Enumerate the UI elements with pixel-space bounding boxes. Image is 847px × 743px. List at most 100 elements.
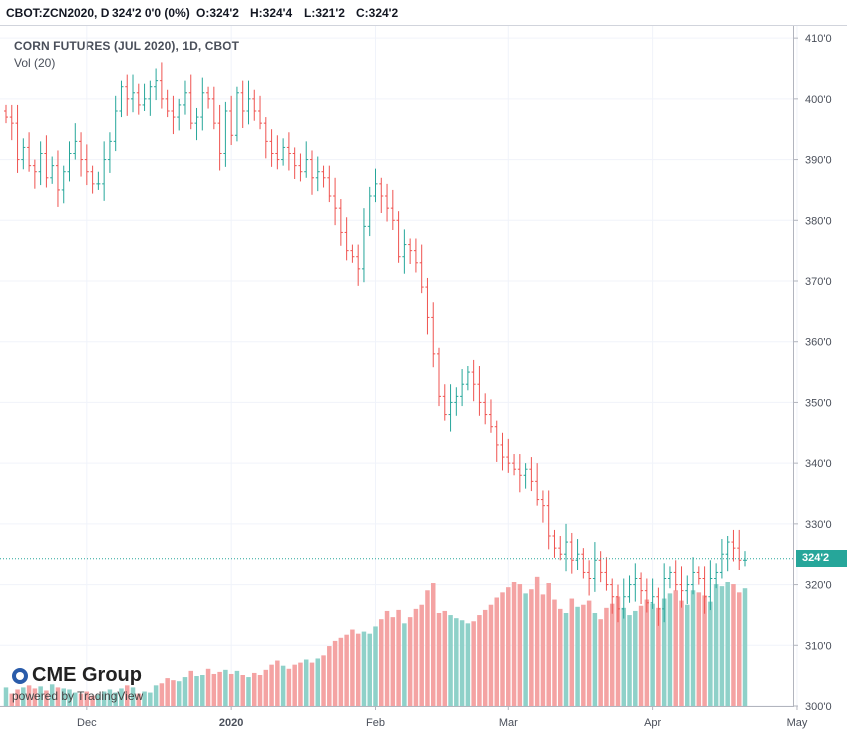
ohlc-bar xyxy=(206,86,211,109)
price-tick-label: 400'0 xyxy=(805,94,832,106)
ohlc-bar xyxy=(96,171,101,190)
legend-volume: Vol (20) xyxy=(14,56,56,70)
ohlc-bar xyxy=(385,183,390,222)
volume-bar xyxy=(234,670,240,706)
ohlc-bar xyxy=(119,80,124,118)
volume-bar xyxy=(96,694,101,706)
ohlc-bar xyxy=(27,132,32,172)
ohlc-bar xyxy=(32,159,37,189)
ohlc-bar xyxy=(517,454,522,493)
volume-bar xyxy=(627,615,632,706)
logo-text: CME Group xyxy=(32,664,142,686)
volume-bar xyxy=(517,584,523,706)
ohlc-bar xyxy=(15,104,20,173)
volume-bar xyxy=(379,619,384,706)
ohlc-bar xyxy=(73,123,78,160)
volume-bar xyxy=(592,613,598,706)
ohlc-bar xyxy=(419,244,424,294)
ohlc-bar xyxy=(408,238,413,264)
volume-bar xyxy=(15,689,20,706)
volume-bar xyxy=(44,690,49,706)
volume-bar xyxy=(211,673,217,706)
ohlc-bar xyxy=(575,539,580,570)
ohlc-bar xyxy=(477,366,482,416)
volume-bar xyxy=(350,629,355,706)
volume-bar xyxy=(402,623,407,706)
volume-bar xyxy=(367,633,372,706)
ohlc-bar xyxy=(240,80,245,128)
volume-bar xyxy=(130,687,136,706)
ohlc-bar xyxy=(546,490,551,550)
ohlc-bar xyxy=(113,95,118,152)
ohlc-bar xyxy=(402,229,407,274)
volume-bar xyxy=(390,617,396,706)
ohlc-bar xyxy=(708,560,713,611)
volume-bar xyxy=(459,620,465,706)
volume-bar xyxy=(419,604,424,706)
volume-bar xyxy=(49,684,55,706)
volume-bar xyxy=(26,685,32,706)
volume-bar xyxy=(534,576,540,706)
volume-bar xyxy=(598,619,603,706)
ohlc-bar xyxy=(315,156,320,192)
ohlc-bar xyxy=(125,74,130,116)
volume-bar xyxy=(685,604,690,706)
symbol-header: CBOT:ZCN2020, D 324'2 0'0 (0%) O:324'2 H… xyxy=(0,0,847,26)
ohlc-bar xyxy=(373,168,378,203)
volume-bar xyxy=(263,669,269,706)
volume-bar xyxy=(321,655,326,706)
volume-bar xyxy=(586,600,592,706)
ohlc-bar xyxy=(512,454,517,476)
ohlc-bar xyxy=(535,463,540,506)
volume-bar xyxy=(194,676,199,706)
ohlc-bar xyxy=(263,117,268,159)
price-tick-label: 370'0 xyxy=(805,276,832,288)
ohlc-bar xyxy=(679,566,684,608)
ohlc-bar xyxy=(327,165,332,203)
price-chart[interactable]: 300'0 310'0 320'0 330'0 340'0 350'0 360'0 370'0… xyxy=(0,26,847,743)
ohlc-bar xyxy=(627,575,632,603)
ohlc-bar xyxy=(217,104,222,171)
volume-bar xyxy=(73,692,78,706)
ohlc-bar xyxy=(154,68,159,101)
volume-bar xyxy=(523,593,528,706)
ohlc-bar xyxy=(188,74,193,130)
ohlc-bar xyxy=(50,156,55,184)
ohlc-bar xyxy=(55,150,60,207)
volume-bar xyxy=(725,582,730,706)
ohlc-bar xyxy=(685,575,690,604)
legend-title: CORN FUTURES (JUL 2020), 1D, CBOT xyxy=(14,39,240,53)
volume-bar xyxy=(656,607,661,706)
volume-bar xyxy=(136,693,142,706)
volume-bar xyxy=(413,608,419,706)
ohlc-bar xyxy=(211,86,216,130)
time-tick-label: Dec xyxy=(77,717,97,729)
volume-bar xyxy=(477,615,482,706)
volume-bar xyxy=(690,590,696,706)
volume-bar xyxy=(113,692,118,706)
volume-bar xyxy=(407,617,413,706)
ohlc-bar xyxy=(471,359,476,402)
volume-bar xyxy=(436,613,442,706)
volume-bar xyxy=(142,691,147,706)
time-tick-label: 2020 xyxy=(219,717,243,729)
volume-bar xyxy=(223,669,228,706)
volume-bar xyxy=(176,681,182,706)
price-axis: 300'0 310'0 320'0 330'0 340'0 350'0 360'0 370'0… xyxy=(794,33,832,713)
ohlc-bar xyxy=(558,536,563,561)
chart-legend: CORN FUTURES (JUL 2020), 1D, CBOT Vol (2… xyxy=(14,38,239,72)
volume-bar xyxy=(621,607,627,706)
ohlc-bar xyxy=(309,150,314,195)
volume-bar xyxy=(101,691,107,706)
ohlc-bar xyxy=(246,80,251,125)
ohlc-bar xyxy=(552,529,557,558)
ohlc-bar xyxy=(321,165,326,188)
volume-bar xyxy=(78,693,84,706)
price-tick-label: 410'0 xyxy=(805,33,832,45)
ohlc-bar xyxy=(390,189,395,230)
volume-bar xyxy=(442,610,448,706)
ohlc-bar xyxy=(725,536,730,572)
volume-bar xyxy=(21,687,26,706)
volume-bar xyxy=(338,637,344,706)
ohlc-bar xyxy=(702,566,707,614)
